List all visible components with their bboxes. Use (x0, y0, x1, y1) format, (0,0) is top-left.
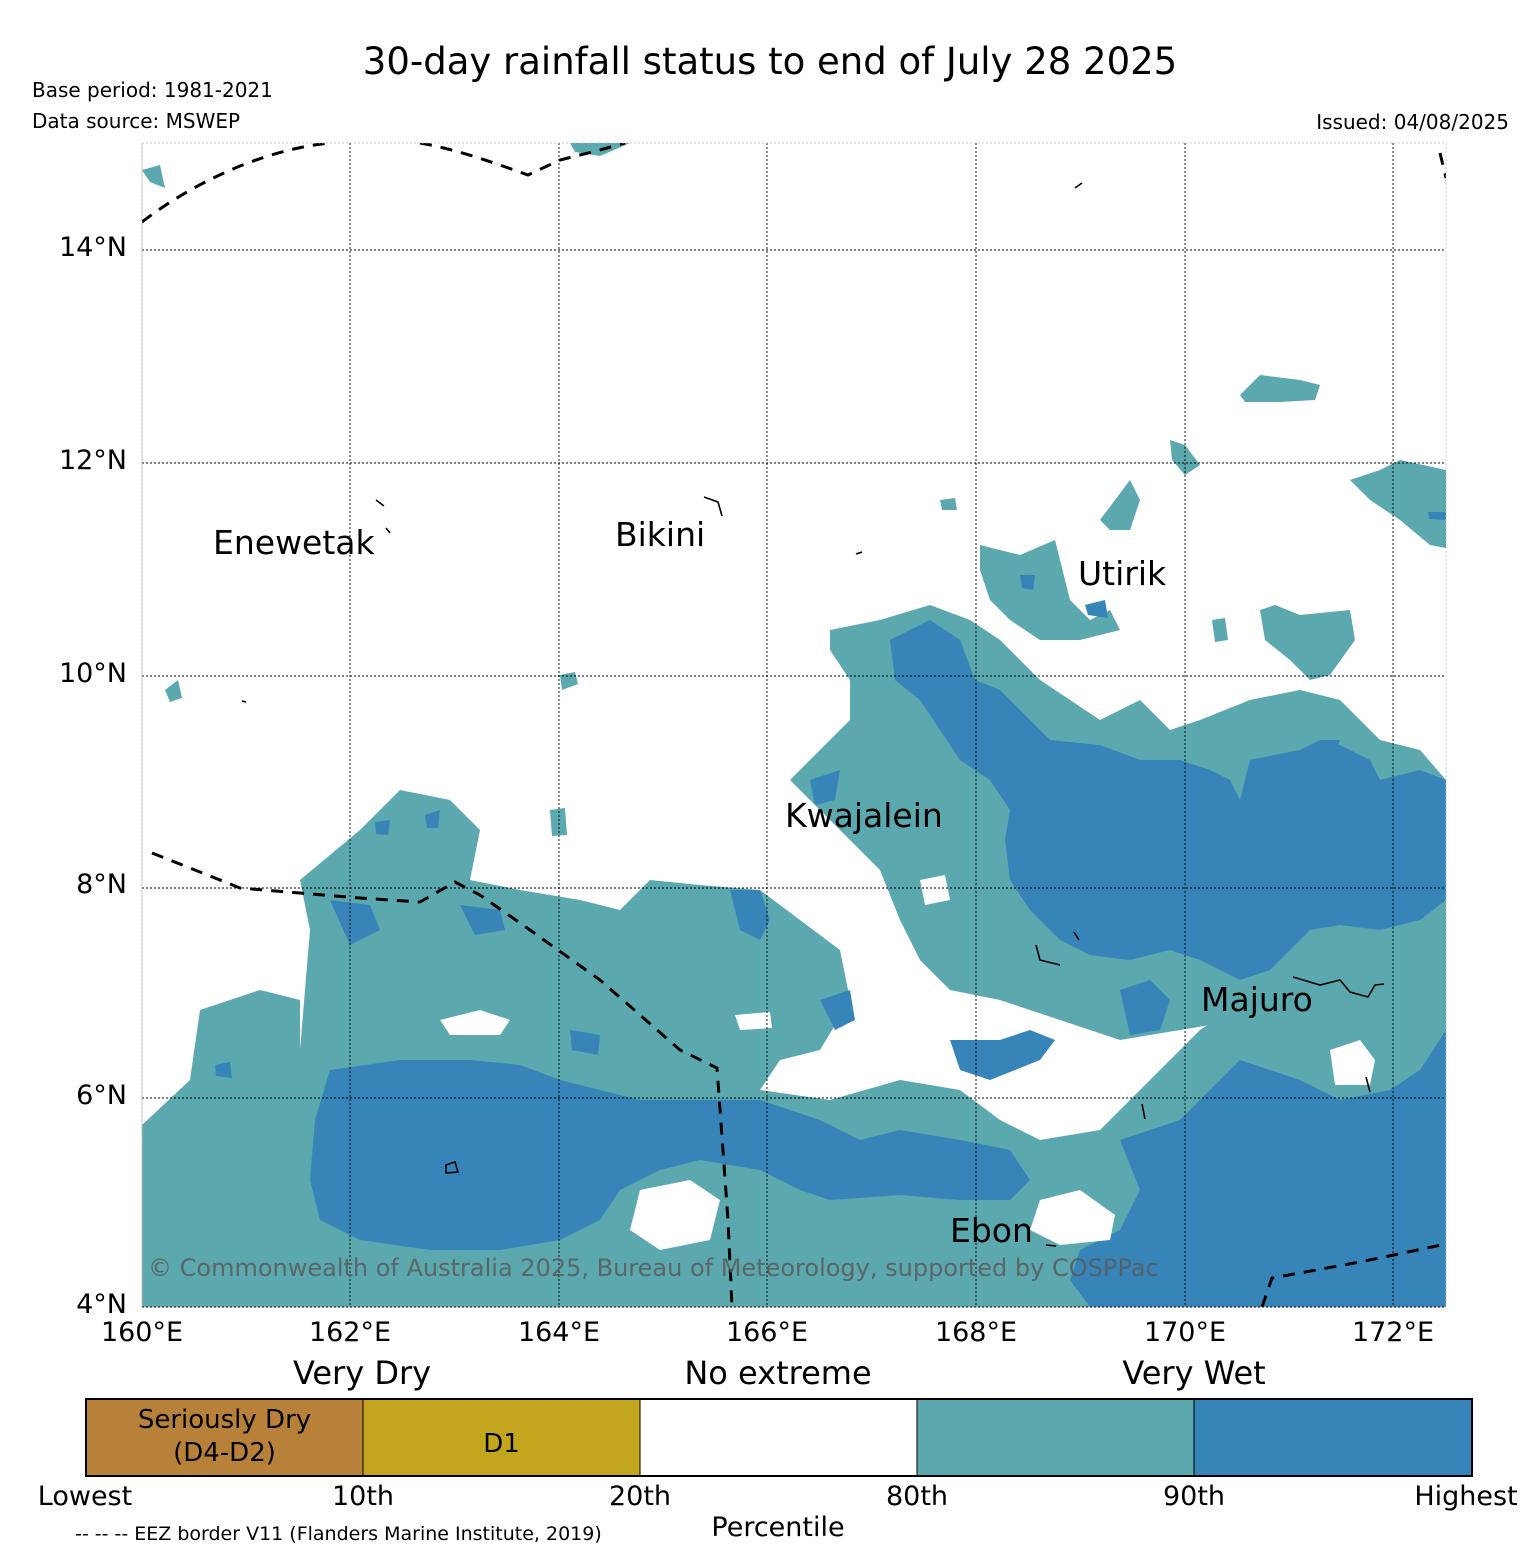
very-wet-90th-areas (215, 512, 1446, 1307)
legend-box-very-wet-90 (1194, 1399, 1472, 1476)
map-title: 30-day rainfall status to end of July 28… (362, 40, 1178, 83)
legend-group-very-dry: Very Dry (292, 1354, 432, 1392)
percentile-lowest: Lowest (37, 1481, 133, 1512)
data-source: Data source: MSWEP (32, 109, 241, 133)
no-extreme-holes (440, 875, 1375, 1250)
copyright-notice: © Commonwealth of Australia 2025, Bureau… (148, 1254, 1159, 1282)
lat-tick-10n: 10°N (58, 658, 127, 689)
base-period: Base period: 1981-2021 (32, 78, 273, 102)
percentile-90th: 90th (1162, 1481, 1226, 1512)
legend-group-very-wet: Very Wet (1122, 1354, 1266, 1392)
place-label-majuro: Majuro (1201, 980, 1313, 1019)
percentile-20th: 20th (608, 1481, 672, 1512)
lat-tick-4n: 4°N (76, 1289, 127, 1320)
eez-border-note: -- -- -- EEZ border V11 (Flanders Marine… (75, 1523, 602, 1545)
place-label-utirik: Utirik (1078, 554, 1167, 593)
legend-label-seriously-dry: Seriously Dry (D4-D2) (137, 1405, 312, 1468)
atoll-outlines (241, 182, 1385, 1247)
place-label-kwajalein: Kwajalein (785, 796, 943, 835)
lon-tick-166e: 166°E (725, 1317, 809, 1348)
lat-tick-12n: 12°N (58, 445, 127, 476)
percentile-axis-label: Percentile (711, 1512, 845, 1543)
place-label-enewetak: Enewetak (213, 523, 375, 562)
legend-box-d1 (363, 1399, 640, 1476)
legend-box-no-extreme (640, 1399, 917, 1476)
percentile-80th: 80th (885, 1481, 949, 1512)
place-label-bikini: Bikini (615, 515, 706, 554)
lon-tick-170e: 170°E (1143, 1317, 1227, 1348)
legend-group-no-extreme: No extreme (684, 1354, 872, 1392)
issued-date: Issued: 04/08/2025 (1316, 110, 1509, 134)
eez-border (142, 143, 1446, 1307)
lat-tick-6n: 6°N (76, 1080, 127, 1111)
legend-colorbar (85, 1398, 1473, 1477)
lat-tick-8n: 8°N (76, 869, 127, 900)
lon-tick-168e: 168°E (934, 1317, 1018, 1348)
lon-tick-160e: 160°E (100, 1317, 184, 1348)
percentile-10th: 10th (331, 1481, 395, 1512)
lon-tick-172e: 172°E (1351, 1317, 1435, 1348)
lat-tick-14n: 14°N (58, 232, 127, 263)
legend-box-seriously-dry (86, 1399, 363, 1476)
legend-box-very-wet-80 (917, 1399, 1194, 1476)
place-label-ebon: Ebon (950, 1211, 1033, 1250)
legend-label-d1: D1 (483, 1429, 520, 1459)
rainfall-areas (142, 143, 1446, 1307)
lon-tick-162e: 162°E (308, 1317, 392, 1348)
lon-tick-164e: 164°E (517, 1317, 601, 1348)
percentile-highest: Highest (1414, 1481, 1518, 1512)
